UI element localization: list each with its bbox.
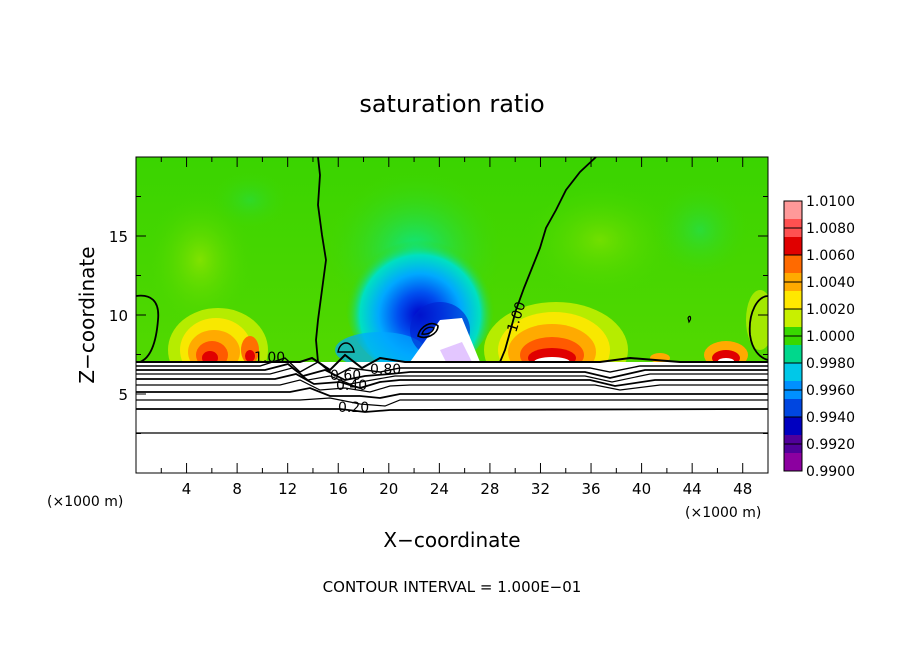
colorbar-label: 1.0080 [806, 221, 855, 237]
heatmap-field: 1.00 1.00 0.80 0.60 0.40 0.20 [136, 157, 768, 473]
contour-label: 0.20 [338, 400, 369, 416]
x-tick-label: 28 [480, 480, 499, 498]
colorbar-swatch [784, 309, 802, 328]
colorbar-swatch [784, 345, 802, 364]
colorbar-label: 0.9900 [806, 464, 855, 480]
x-tick-label: 12 [278, 480, 297, 498]
y-axis-title: Z−coordinate [75, 246, 99, 383]
colorbar-label: 0.9940 [806, 410, 855, 426]
colorbar-label: 1.0020 [806, 302, 855, 318]
colorbar: 1.0100 1.0080 1.0060 1.0040 1.0020 1.0000 0.99… [783, 194, 855, 480]
x-tick-label: 36 [581, 480, 600, 498]
x-tick-label: 4 [182, 480, 192, 498]
x-axis: 4 8 12 16 20 24 28 32 36 40 44 48 [160, 157, 752, 498]
colorbar-swatch [784, 255, 802, 274]
x-tick-label: 16 [329, 480, 348, 498]
colorbar-swatch [784, 237, 802, 256]
colorbar-swatch [784, 291, 802, 310]
colorbar-swatch [784, 201, 802, 220]
y-axis: 5 10 15 [109, 196, 768, 434]
colorbar-label: 1.0100 [806, 194, 855, 210]
colorbar-label: 1.0060 [806, 248, 855, 264]
y-tick-label: 10 [109, 307, 128, 325]
x-tick-label: 48 [733, 480, 752, 498]
x-tick-label: 24 [430, 480, 449, 498]
contour-interval-note: CONTOUR INTERVAL = 1.000E−01 [323, 578, 582, 596]
colorbar-label: 0.9960 [806, 383, 855, 399]
colorbar-swatch [784, 453, 802, 472]
contour-1-00 [136, 157, 768, 363]
y-tick-label: 15 [109, 228, 128, 246]
x-tick-label: 40 [632, 480, 651, 498]
x-tick-label: 8 [232, 480, 242, 498]
colorbar-label: 0.9920 [806, 437, 855, 453]
x-tick-label: 20 [379, 480, 398, 498]
contour-label: 0.60 [330, 368, 361, 384]
contour-label: 1.00 [254, 350, 285, 366]
chart-title: saturation ratio [359, 90, 544, 118]
x-unit-label-right: (×1000 m) [685, 505, 761, 521]
colorbar-swatch [784, 363, 802, 382]
colorbar-swatch [784, 417, 802, 436]
contour-label: 0.80 [370, 362, 401, 378]
y-tick-label: 5 [118, 386, 128, 404]
colorbar-label: 1.0000 [806, 329, 855, 345]
x-tick-label: 44 [683, 480, 702, 498]
x-axis-title: X−coordinate [383, 528, 520, 552]
contour-label: 0.40 [336, 378, 367, 394]
x-unit-label-left: (×1000 m) [47, 494, 123, 510]
colorbar-label: 0.9980 [806, 356, 855, 372]
colorbar-label: 1.0040 [806, 275, 855, 291]
x-tick-label: 32 [531, 480, 550, 498]
contour-lines [136, 353, 768, 434]
colorbar-swatch [784, 399, 802, 418]
